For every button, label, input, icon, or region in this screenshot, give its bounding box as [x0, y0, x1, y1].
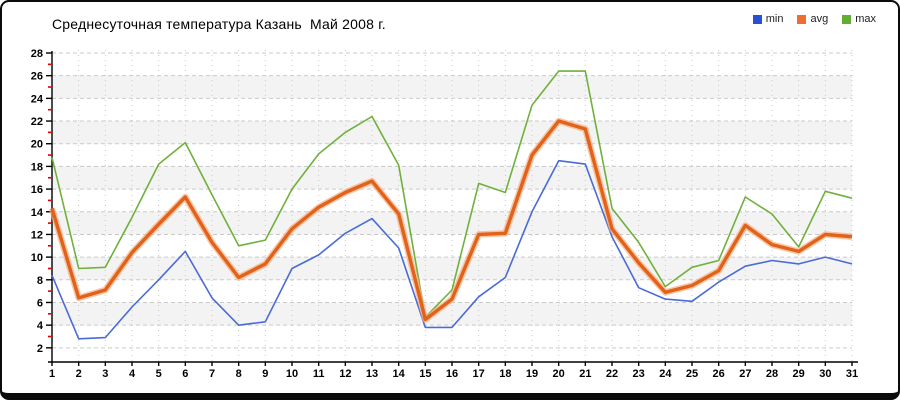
- legend-swatch-avg: [797, 14, 807, 24]
- legend-label: avg: [810, 13, 829, 25]
- x-tick-label: 29: [793, 368, 805, 380]
- x-tick-label: 9: [262, 368, 268, 380]
- x-tick-label: 16: [446, 368, 458, 380]
- y-tick-label: 10: [31, 252, 43, 264]
- x-tick-label: 12: [339, 368, 351, 380]
- x-tick-label: 15: [419, 368, 431, 380]
- y-tick-label: 26: [31, 71, 43, 83]
- x-tick-label: 26: [713, 368, 725, 380]
- series: [48, 70, 853, 340]
- legend-swatch-max: [842, 14, 852, 24]
- x-tick-label: 14: [393, 368, 406, 380]
- series-max-line: [51, 70, 853, 319]
- x-tick-label: 1: [49, 368, 55, 380]
- x-tick-label: 21: [579, 368, 591, 380]
- plot-band: [52, 75, 852, 99]
- chart-legend: min avg max: [752, 13, 876, 25]
- legend-item-max: max: [842, 13, 876, 25]
- plot-band: [52, 302, 852, 326]
- y-tick-label: 20: [31, 139, 43, 151]
- x-tick-label: 6: [182, 368, 188, 380]
- x-tick-label: 4: [129, 368, 136, 380]
- plot-band: [52, 211, 852, 235]
- y-tick-label: 2: [37, 343, 43, 355]
- legend-item-min: min: [752, 13, 784, 25]
- y-tick-label: 22: [31, 116, 43, 128]
- plot-band: [52, 121, 852, 144]
- x-tick-label: 19: [526, 368, 538, 380]
- plot-band: [52, 166, 852, 190]
- y-tick-label: 16: [31, 184, 43, 196]
- y-tick-label: 18: [31, 161, 43, 173]
- y-tick-label: 24: [31, 93, 44, 105]
- x-tick-label: 23: [633, 368, 645, 380]
- x-tick-label: 18: [499, 368, 511, 380]
- y-tick-label: 8: [37, 275, 43, 287]
- x-tick-label: 11: [313, 368, 325, 380]
- x-tick-label: 30: [819, 368, 831, 380]
- legend-swatch-min: [752, 14, 762, 24]
- y-tick-label: 14: [31, 207, 44, 219]
- x-tick-label: 10: [286, 368, 298, 380]
- legend-label: min: [765, 13, 784, 25]
- x-tick-label: 24: [659, 368, 672, 380]
- y-tick-label: 6: [37, 297, 43, 309]
- x-tick-label: 7: [209, 368, 215, 380]
- legend-item-avg: avg: [797, 13, 828, 25]
- x-tick-label: 8: [236, 368, 242, 380]
- x-tick-label: 20: [553, 368, 565, 380]
- y-tick-label: 4: [37, 320, 44, 332]
- chart-title: Среднесуточная температура Казань Май 20…: [52, 16, 386, 32]
- axes: [46, 51, 858, 366]
- x-tick-label: 31: [846, 368, 858, 380]
- series-min-line: [51, 159, 853, 340]
- legend-label: max: [855, 13, 876, 25]
- x-tick-label: 17: [473, 368, 485, 380]
- x-tick-label: 2: [76, 368, 82, 380]
- series-avg-line: [50, 119, 853, 322]
- x-tick-label: 27: [739, 368, 751, 380]
- x-tick-label: 13: [366, 368, 378, 380]
- y-tick-label: 12: [31, 229, 43, 241]
- x-tick-label: 22: [606, 368, 618, 380]
- x-tick-label: 25: [686, 368, 698, 380]
- x-tick-label: 5: [156, 368, 162, 380]
- x-tick-label: 28: [766, 368, 778, 380]
- x-tick-label: 3: [102, 368, 108, 380]
- y-tick-label: 28: [31, 48, 43, 60]
